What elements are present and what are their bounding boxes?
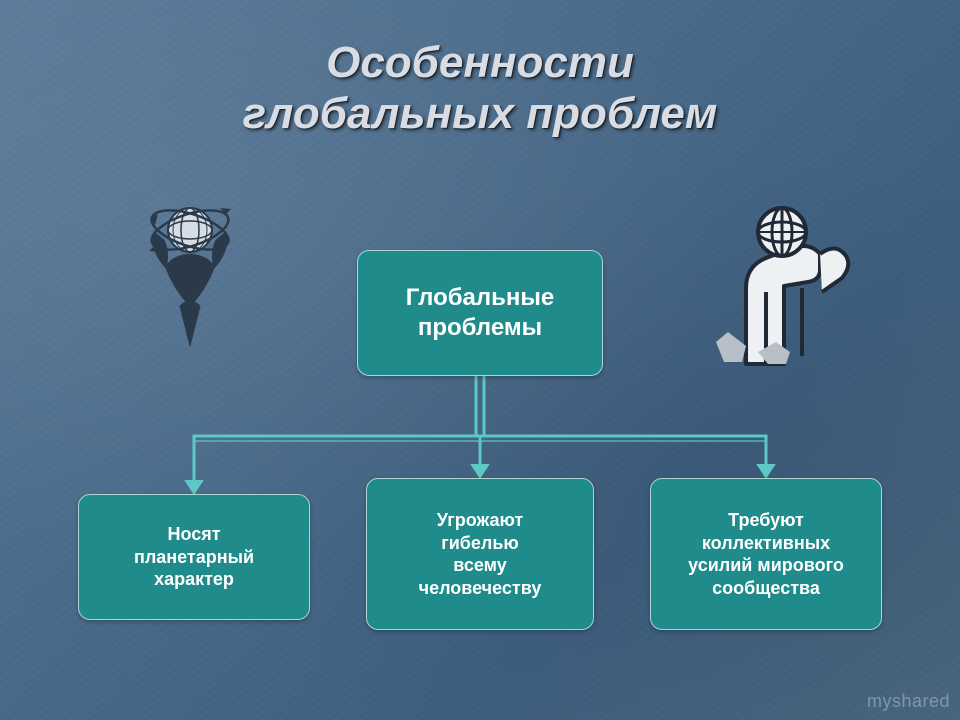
root-node: Глобальныепроблемы (357, 250, 603, 376)
watermark: myshared (867, 691, 950, 712)
child-node-2-label: Требуютколлективныхусилий мировогосообще… (688, 509, 844, 599)
child-node-1: Угрожаютгибельювсемучеловечеству (366, 478, 594, 630)
root-node-label: Глобальныепроблемы (406, 283, 555, 343)
watermark-text: myshared (867, 691, 950, 711)
child-node-2: Требуютколлективныхусилий мировогосообще… (650, 478, 882, 630)
child-node-0-label: Носятпланетарныйхарактер (134, 523, 254, 591)
atlas-globe-icon (120, 196, 260, 346)
title-line-2: глобальных проблем (0, 89, 960, 140)
title-line-1: Особенности (0, 38, 960, 89)
child-node-0: Носятпланетарныйхарактер (78, 494, 310, 620)
slide-title: Особенности глобальных проблем (0, 38, 960, 139)
hand-globe-icon (712, 196, 872, 366)
child-node-1-label: Угрожаютгибельювсемучеловечеству (419, 509, 542, 599)
